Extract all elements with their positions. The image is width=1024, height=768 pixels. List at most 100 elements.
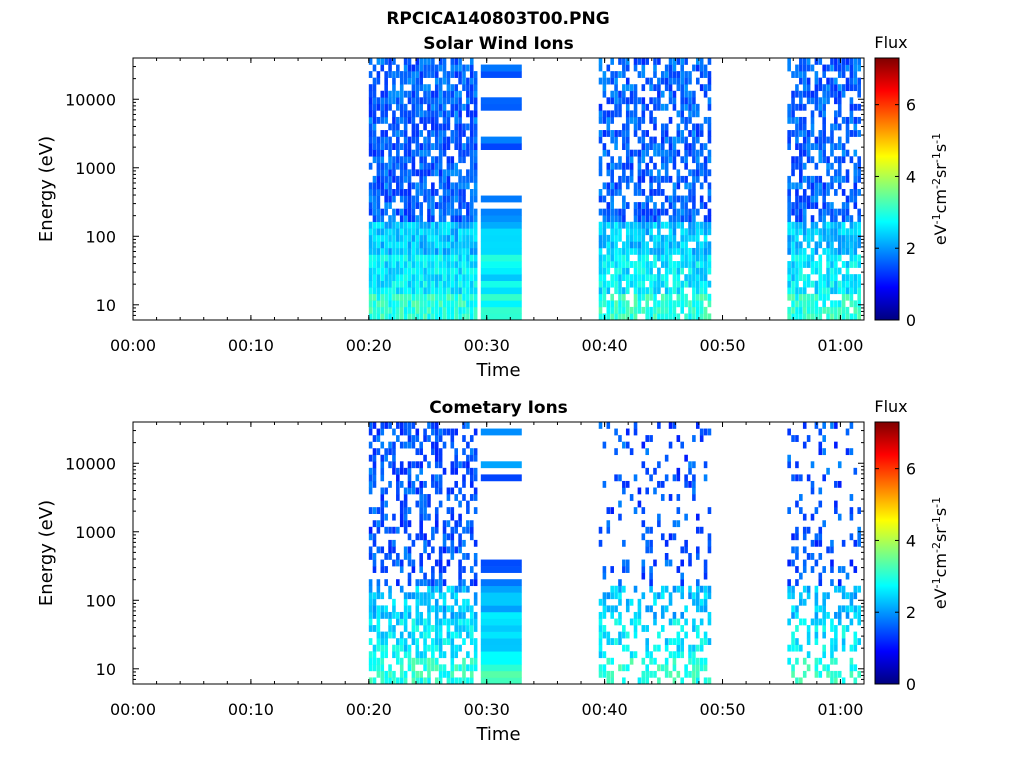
flux-cell	[396, 559, 400, 567]
flux-cell	[633, 422, 638, 429]
flux-cell	[637, 287, 642, 295]
flux-cell	[376, 149, 381, 157]
flux-cell	[668, 300, 673, 308]
flux-cell	[622, 261, 626, 268]
flux-cell	[480, 585, 522, 593]
flux-cell	[845, 241, 850, 249]
flux-cell	[641, 566, 646, 573]
flux-cell	[399, 467, 404, 475]
flux-cell	[657, 182, 661, 190]
flux-cell	[423, 221, 427, 229]
flux-cell	[399, 247, 404, 255]
flux-cell	[380, 97, 385, 105]
flux-cell	[480, 625, 522, 632]
flux-cell	[403, 261, 408, 268]
flux-cell	[845, 228, 850, 236]
flux-cell	[450, 64, 455, 72]
flux-cell	[857, 287, 861, 295]
flux-cell	[791, 280, 795, 288]
flux-cell	[853, 611, 858, 619]
flux-cell	[602, 84, 607, 92]
flux-cell	[857, 638, 861, 645]
flux-cell	[834, 58, 838, 65]
flux-cell	[469, 287, 474, 295]
flux-cell	[810, 123, 815, 131]
flux-cell	[403, 234, 408, 242]
flux-cell	[602, 110, 607, 118]
flux-cell	[845, 247, 850, 255]
flux-cell	[672, 638, 677, 645]
flux-cell	[438, 579, 443, 587]
flux-cell	[376, 520, 381, 528]
flux-cell	[458, 136, 462, 144]
flux-cell	[614, 182, 618, 190]
flux-cell	[802, 84, 807, 92]
flux-cell	[598, 267, 603, 275]
flux-cell	[368, 287, 373, 295]
flux-cell	[454, 123, 458, 131]
flux-cell	[645, 625, 649, 632]
flux-cell	[668, 559, 673, 567]
flux-cell	[791, 644, 795, 652]
flux-cell	[392, 461, 396, 469]
flux-cell	[707, 533, 712, 541]
flux-cell	[657, 664, 661, 672]
flux-cell	[392, 241, 396, 249]
x-tick-label: 01:00	[817, 700, 863, 719]
flux-cell	[849, 241, 854, 249]
flux-cell	[462, 267, 466, 275]
flux-cell	[810, 116, 815, 124]
flux-cell	[822, 618, 826, 626]
flux-cell	[676, 71, 681, 78]
flux-cell	[857, 116, 861, 124]
flux-cell	[653, 300, 657, 308]
flux-cell	[802, 280, 807, 288]
flux-cell	[802, 441, 807, 449]
flux-cell	[830, 130, 834, 137]
flux-cell	[610, 611, 614, 619]
flux-cell	[641, 254, 646, 262]
flux-cell	[438, 58, 443, 65]
flux-cell	[695, 280, 700, 288]
flux-cell	[653, 103, 657, 111]
flux-cell	[454, 195, 458, 203]
flux-cell	[419, 247, 423, 255]
flux-cell	[787, 585, 791, 593]
flux-cell	[466, 97, 470, 105]
flux-cell	[849, 110, 854, 118]
flux-cell	[707, 247, 712, 255]
flux-cell	[680, 300, 685, 308]
flux-cell	[438, 435, 443, 442]
flux-cell	[454, 274, 458, 281]
flux-cell	[419, 64, 423, 72]
flux-cell	[372, 539, 377, 547]
flux-cell	[368, 428, 373, 436]
flux-cell	[818, 539, 823, 547]
flux-cell	[703, 241, 708, 249]
flux-cell	[660, 143, 665, 150]
flux-cell	[602, 566, 607, 573]
flux-cell	[610, 605, 614, 613]
flux-cell	[606, 267, 611, 275]
flux-cell	[857, 215, 861, 223]
flux-cell	[818, 254, 823, 262]
flux-cell	[411, 254, 416, 262]
flux-cell	[407, 208, 412, 216]
flux-cell	[376, 215, 381, 223]
flux-cell	[806, 182, 811, 190]
flux-cell	[606, 247, 611, 255]
flux-cell	[625, 441, 630, 449]
flux-cell	[434, 677, 439, 685]
flux-cell	[660, 480, 665, 488]
flux-cell	[606, 422, 611, 429]
flux-cell	[454, 116, 458, 124]
flux-cell	[610, 241, 614, 249]
flux-cell	[399, 234, 404, 242]
flux-cell	[692, 657, 696, 665]
flux-cell	[407, 300, 412, 308]
flux-cell	[641, 136, 646, 144]
flux-cell	[668, 64, 673, 72]
flux-cell	[606, 670, 611, 678]
flux-cell	[415, 64, 420, 72]
flux-cell	[399, 103, 404, 111]
